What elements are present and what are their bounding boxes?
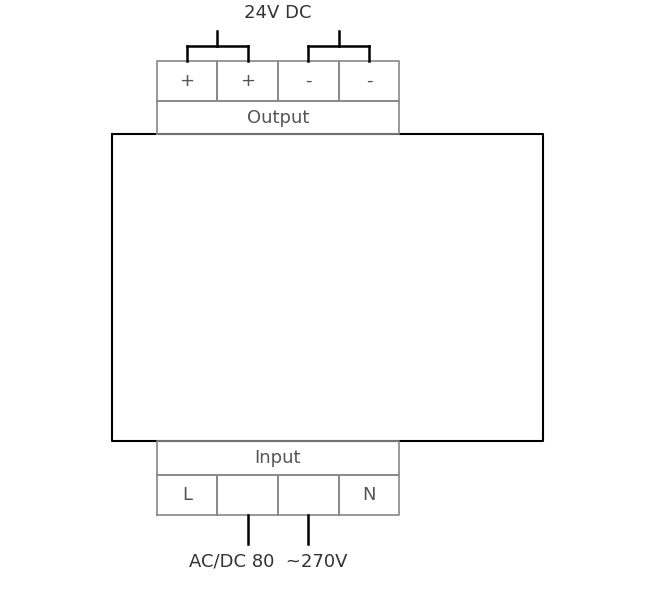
Text: +: + bbox=[240, 72, 255, 90]
Text: Output: Output bbox=[247, 108, 309, 126]
Text: AC/DC 80  ~270V: AC/DC 80 ~270V bbox=[189, 552, 347, 570]
Text: L: L bbox=[182, 486, 192, 504]
Text: Input: Input bbox=[255, 449, 301, 467]
Text: -: - bbox=[305, 72, 312, 90]
Text: -: - bbox=[365, 72, 372, 90]
Text: +: + bbox=[179, 72, 195, 90]
Text: 24V DC: 24V DC bbox=[244, 4, 312, 21]
Text: N: N bbox=[362, 486, 376, 504]
